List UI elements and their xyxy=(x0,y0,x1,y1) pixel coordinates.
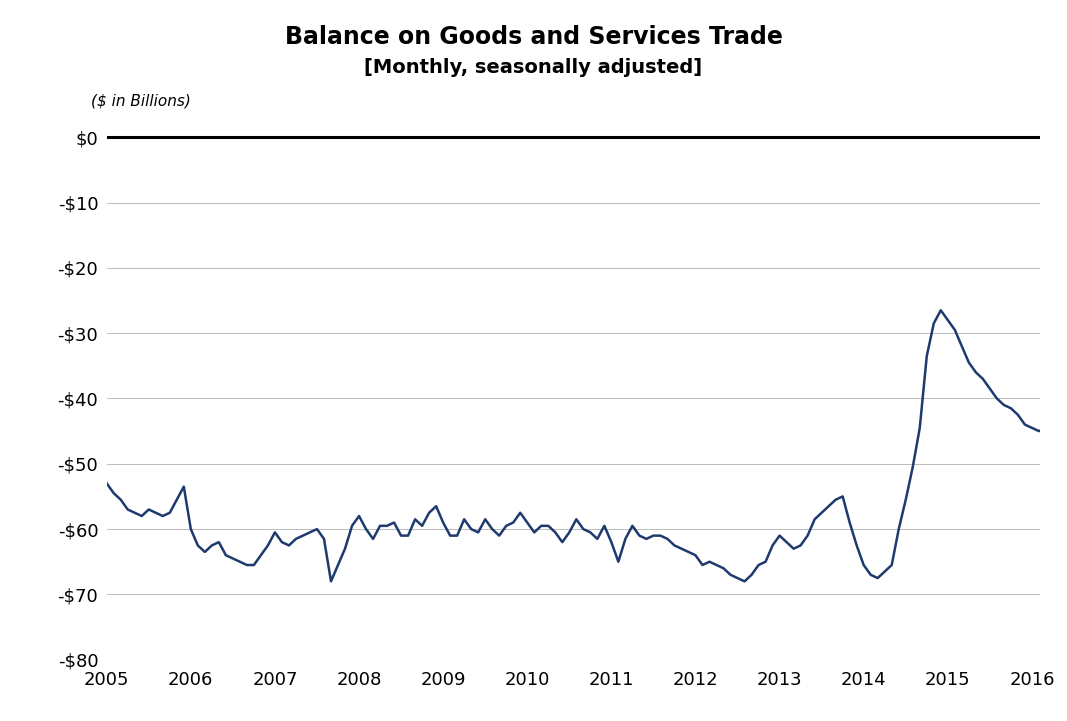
Text: ($ in Billions): ($ in Billions) xyxy=(91,94,191,109)
Text: Balance on Goods and Services Trade: Balance on Goods and Services Trade xyxy=(285,25,782,49)
Text: [Monthly, seasonally adjusted]: [Monthly, seasonally adjusted] xyxy=(365,58,702,76)
